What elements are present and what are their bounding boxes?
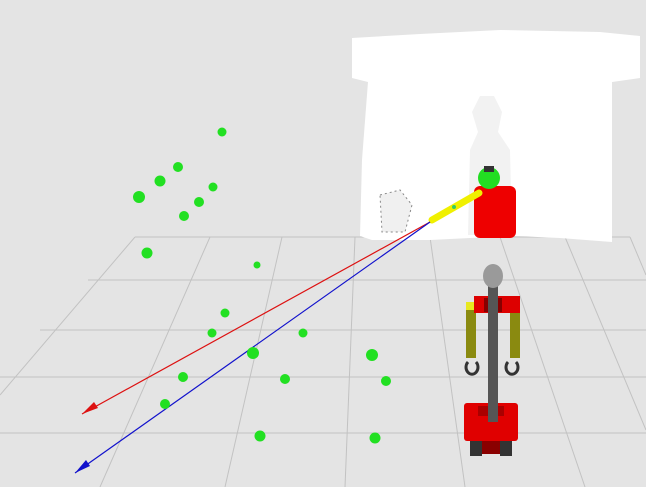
marker [366, 349, 378, 361]
hair [484, 166, 494, 172]
marker [280, 374, 290, 384]
robot-model [464, 264, 520, 456]
pole [488, 286, 498, 422]
joint [452, 205, 456, 209]
floor-grid [0, 236, 646, 487]
wheel [500, 440, 512, 456]
marker [208, 182, 218, 192]
pointing-ray [81, 221, 431, 415]
left-shoulder [466, 302, 476, 310]
wheel [470, 440, 482, 456]
marker [178, 372, 188, 382]
ray-arrow [75, 460, 90, 473]
ray-arrow [82, 402, 98, 414]
left-arm [466, 304, 476, 358]
marker [207, 328, 217, 338]
marker [173, 162, 183, 172]
marker [194, 197, 204, 207]
marker [254, 430, 266, 442]
right-gripper [504, 360, 520, 376]
marker [253, 261, 261, 269]
grid-line [224, 236, 283, 487]
grid-line [344, 236, 356, 487]
head [478, 167, 500, 189]
tracked-person [428, 166, 516, 238]
marker [217, 127, 227, 137]
marker [220, 308, 230, 318]
marker [133, 191, 145, 203]
grid-line [429, 236, 466, 487]
grid-line [629, 236, 646, 276]
left-gripper [464, 360, 480, 376]
right-arm [510, 304, 520, 358]
marker [141, 247, 153, 259]
base-bottom [482, 440, 500, 454]
marker [381, 376, 391, 386]
marker [160, 399, 170, 409]
grid-line [564, 236, 646, 431]
markers [133, 127, 391, 444]
torso [474, 186, 516, 238]
grid-line [499, 236, 586, 487]
marker [154, 175, 166, 187]
marker [179, 211, 189, 221]
grid-line [99, 236, 211, 487]
grid-line [0, 236, 136, 396]
marker [247, 347, 259, 359]
chair-points [379, 189, 413, 233]
marker [369, 432, 381, 444]
robot-head [483, 264, 503, 288]
marker [298, 328, 308, 338]
